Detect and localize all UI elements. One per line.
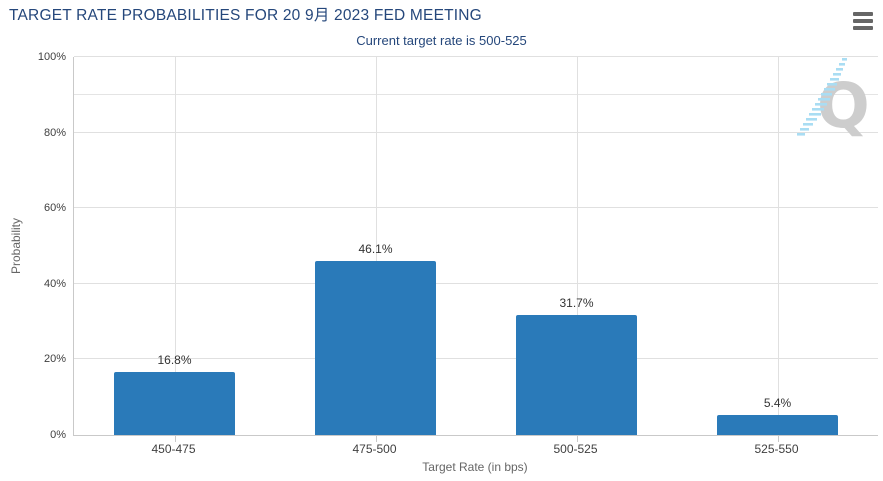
category-band: 16.8% bbox=[74, 57, 275, 442]
menu-bar bbox=[853, 19, 873, 23]
plot-bands: 16.8% 46.1% 31.7% 5.4% bbox=[74, 57, 878, 442]
bar-value-label: 16.8% bbox=[157, 352, 192, 367]
x-axis-category-label: 500-525 bbox=[553, 442, 598, 456]
y-axis-tick-label: 60% bbox=[43, 202, 66, 215]
v-gridline bbox=[174, 57, 176, 435]
x-axis-tick bbox=[777, 436, 779, 442]
bar[interactable] bbox=[114, 371, 235, 435]
menu-bar bbox=[853, 12, 873, 16]
y-axis-tick-label: 100% bbox=[37, 51, 66, 63]
category-band: 5.4% bbox=[677, 57, 878, 442]
h-gridline bbox=[74, 282, 878, 284]
hamburger-menu-icon[interactable] bbox=[853, 12, 875, 30]
y-axis-tick-label: 40% bbox=[43, 277, 66, 290]
v-gridline bbox=[375, 57, 377, 435]
x-axis-title: Target Rate (in bps) bbox=[422, 460, 528, 474]
x-axis-tick bbox=[375, 436, 377, 442]
h-gridline bbox=[74, 358, 878, 360]
x-axis-category-label: 475-500 bbox=[352, 442, 397, 456]
h-gridline-minor bbox=[74, 93, 878, 95]
v-gridline bbox=[777, 57, 779, 435]
v-gridline bbox=[576, 57, 578, 435]
bar-value-label: 46.1% bbox=[358, 241, 393, 256]
chart-subtitle: Current target rate is 500-525 bbox=[356, 33, 527, 48]
bar[interactable] bbox=[717, 414, 838, 435]
chart-title: TARGET RATE PROBABILITIES FOR 20 9月 2023… bbox=[9, 7, 482, 24]
x-axis-labels: 450-475 475-500 500-525 525-550 bbox=[73, 442, 877, 456]
bar-value-label: 5.4% bbox=[763, 395, 792, 410]
plot-area: 16.8% 46.1% 31.7% 5.4% Q bbox=[73, 56, 878, 442]
x-axis-category-label: 525-550 bbox=[754, 442, 799, 456]
y-axis-tick-label: 80% bbox=[43, 126, 66, 139]
y-axis-tick-label: 0% bbox=[50, 429, 66, 441]
h-gridline bbox=[74, 207, 878, 209]
x-axis-tick bbox=[174, 436, 176, 442]
menu-bar bbox=[853, 26, 873, 30]
h-gridline bbox=[74, 56, 878, 57]
y-axis-labels: 0% 20% 40% 60% 80% 100% bbox=[0, 51, 66, 441]
category-band: 46.1% bbox=[275, 57, 476, 442]
bar[interactable] bbox=[516, 315, 637, 435]
y-axis-tick-label: 20% bbox=[43, 353, 66, 366]
category-band: 31.7% bbox=[476, 57, 677, 442]
x-axis-category-label: 450-475 bbox=[151, 442, 196, 456]
bar[interactable] bbox=[315, 260, 436, 435]
h-gridline bbox=[74, 131, 878, 133]
x-axis-tick bbox=[576, 436, 578, 442]
bar-value-label: 31.7% bbox=[559, 296, 594, 311]
